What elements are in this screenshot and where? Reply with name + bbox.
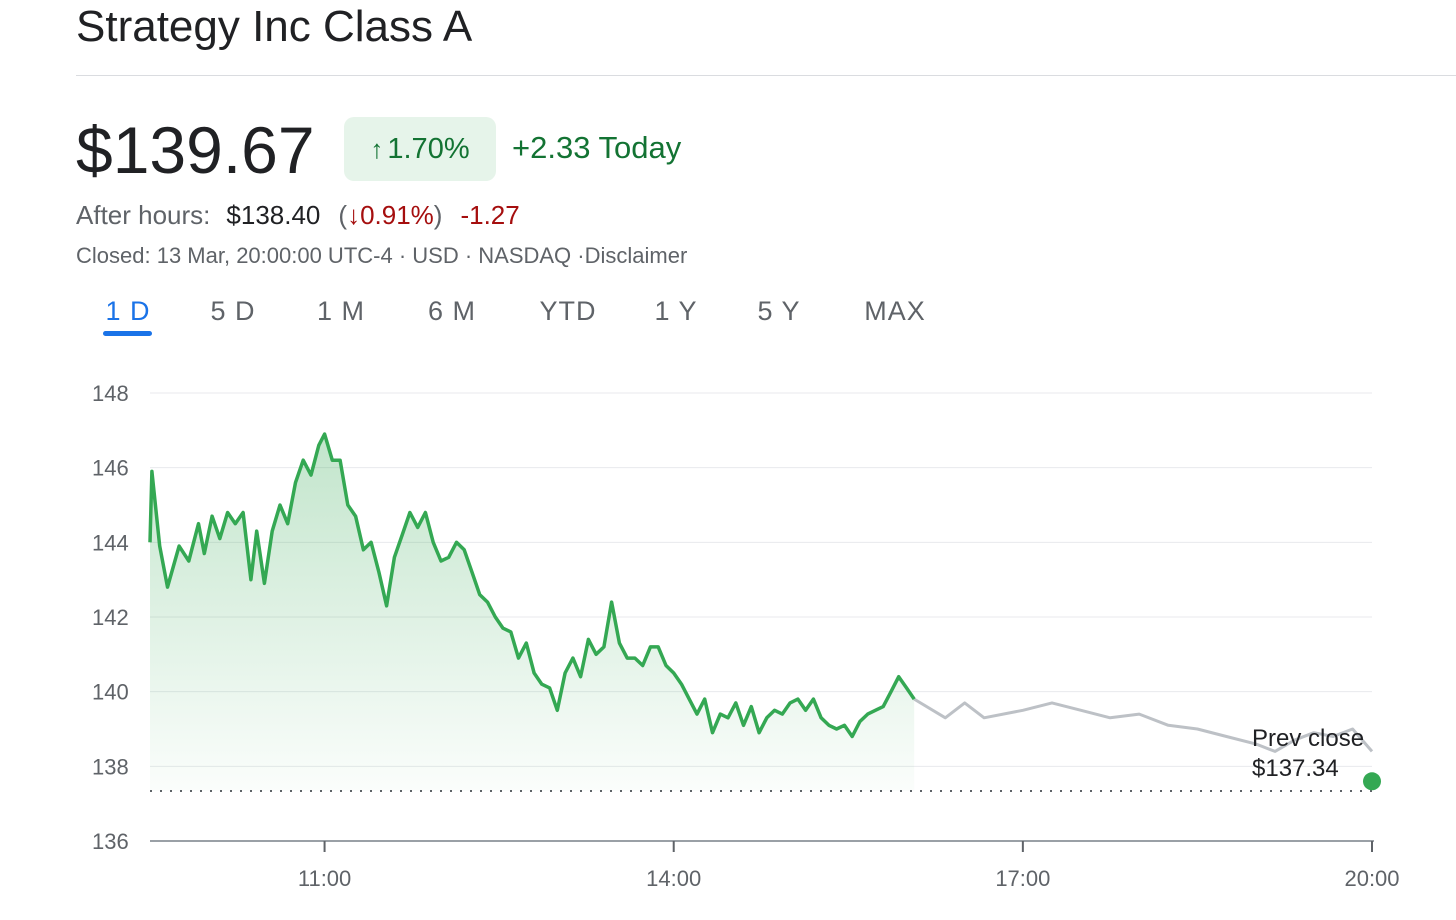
after-hours-price: $138.40 <box>226 200 321 230</box>
tab-1m[interactable]: 1 M <box>316 296 366 326</box>
range-tabs: 1 D 5 D 1 M 6 M YTD 1 Y 5 Y MAX <box>0 292 1000 342</box>
active-tab-indicator <box>103 331 152 336</box>
disclaimer-link[interactable]: Disclaimer <box>584 243 688 268</box>
arrow-up-icon: ↑ <box>370 133 384 164</box>
y-tick-label: 138 <box>92 754 129 779</box>
change-percent: 1.70% <box>387 132 470 165</box>
change-percent-chip: ↑ 1.70% <box>344 117 496 181</box>
arrow-down-icon: ↓ <box>347 200 361 230</box>
tab-max[interactable]: MAX <box>864 296 926 326</box>
market-status-text: Closed: 13 Mar, 20:00:00 UTC-4 · USD · N… <box>76 243 585 268</box>
tab-1y[interactable]: 1 Y <box>654 296 698 326</box>
tab-5d[interactable]: 5 D <box>210 296 256 326</box>
after-hours-change: -1.27 <box>460 200 520 230</box>
title-divider <box>76 75 1456 76</box>
y-tick-label: 148 <box>92 381 129 406</box>
after-hours-label: After hours: <box>76 200 211 230</box>
current-price: $139.67 <box>76 113 315 187</box>
x-tick-label: 20:00 <box>1344 866 1399 891</box>
after-hours-pct-group: (↓0.91%) <box>338 200 443 230</box>
tab-6m[interactable]: 6 M <box>427 296 477 326</box>
after-hours-pct: 0.91% <box>360 200 434 230</box>
regular-session-line <box>148 432 916 739</box>
x-tick-label: 14:00 <box>646 866 701 891</box>
y-tick-label: 136 <box>92 829 129 854</box>
y-tick-label: 144 <box>92 530 129 555</box>
tab-1d[interactable]: 1 D <box>105 296 151 326</box>
after-hours-line <box>913 697 1374 753</box>
price-area-fill <box>150 434 915 791</box>
tab-ytd[interactable]: YTD <box>539 296 597 326</box>
market-status: Closed: 13 Mar, 20:00:00 UTC-4 · USD · N… <box>76 243 687 269</box>
change-today: +2.33 Today <box>512 130 682 165</box>
prev-close-label: Prev close <box>1252 725 1364 752</box>
x-tick-label: 11:00 <box>298 866 351 891</box>
prev-close-value: $137.34 <box>1252 755 1339 782</box>
tab-5y[interactable]: 5 Y <box>757 296 801 326</box>
last-price-dot <box>1363 772 1381 791</box>
after-hours-row: After hours: $138.40 (↓0.91%) -1.27 <box>76 200 520 231</box>
y-tick-label: 140 <box>92 680 129 705</box>
stock-title: Strategy Inc Class A <box>76 2 473 51</box>
y-tick-label: 146 <box>92 456 129 481</box>
y-tick-label: 142 <box>92 605 129 630</box>
x-tick-label: 17:00 <box>995 866 1050 891</box>
